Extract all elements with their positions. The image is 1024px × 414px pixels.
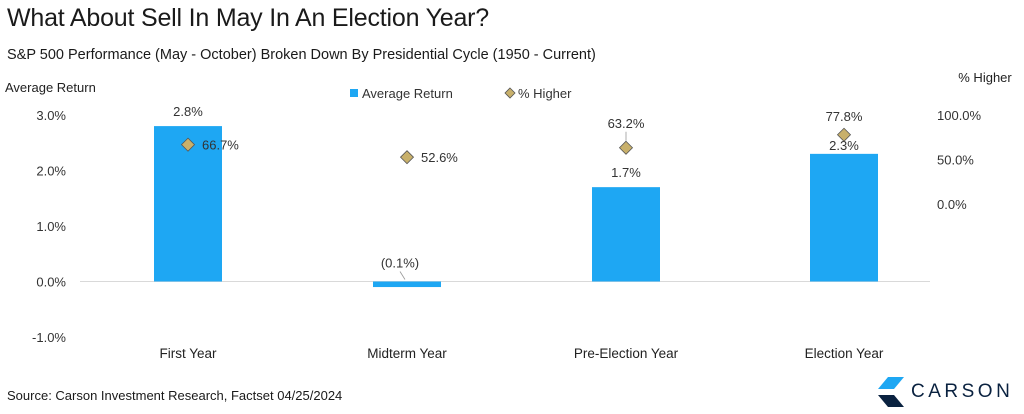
x-category-label: First Year bbox=[159, 346, 217, 361]
y2-tick-label: 50.0% bbox=[937, 153, 974, 168]
y-tick-label: 0.0% bbox=[36, 275, 66, 290]
bar-average-return bbox=[810, 153, 878, 282]
y2-axis-title: % Higher bbox=[958, 70, 1012, 85]
legend-label-average-return: Average Return bbox=[362, 86, 453, 101]
bar-data-label: 1.7% bbox=[611, 165, 641, 180]
bar-data-label: (0.1%) bbox=[381, 256, 419, 271]
diamond-pct-higher bbox=[399, 150, 415, 165]
x-category-label: Midterm Year bbox=[367, 346, 447, 361]
y-axis-title: Average Return bbox=[5, 80, 96, 95]
bar-label-leader bbox=[399, 271, 406, 280]
diamond-pct-higher bbox=[180, 137, 196, 152]
diamond-pct-higher bbox=[618, 140, 634, 155]
y-tick-label: 1.0% bbox=[36, 219, 66, 234]
bar-data-label: 2.3% bbox=[829, 138, 859, 153]
bar-average-return bbox=[154, 126, 222, 282]
x-category-label: Pre-Election Year bbox=[574, 346, 679, 361]
bar-data-label: 2.8% bbox=[173, 104, 203, 119]
carson-logo-text: CARSON bbox=[911, 381, 1014, 402]
diamond-pct-higher bbox=[836, 127, 852, 142]
chart-subtitle: S&P 500 Performance (May - October) Brok… bbox=[7, 47, 596, 63]
bar-average-return bbox=[373, 281, 441, 288]
y2-tick-label: 100.0% bbox=[937, 108, 982, 123]
carson-logo: CARSON bbox=[878, 375, 1018, 409]
y-tick-label: 3.0% bbox=[36, 108, 66, 123]
y2-tick-label: 0.0% bbox=[937, 197, 967, 212]
diamond-data-label: 66.7% bbox=[202, 138, 239, 153]
chart-title: What About Sell In May In An Election Ye… bbox=[7, 4, 489, 32]
y-tick-label: 2.0% bbox=[36, 164, 66, 179]
x-category-label: Election Year bbox=[805, 346, 884, 361]
diamond-data-label: 52.6% bbox=[421, 150, 458, 165]
legend-swatch-pct-higher bbox=[504, 87, 516, 99]
diamond-data-label: 63.2% bbox=[608, 116, 645, 131]
carson-logo-icon bbox=[878, 377, 904, 407]
bar-average-return bbox=[592, 187, 660, 282]
diamond-data-label: 77.8% bbox=[826, 109, 863, 124]
legend-label-pct-higher: % Higher bbox=[518, 86, 572, 101]
legend-swatch-average-return bbox=[350, 89, 358, 97]
source-note: Source: Carson Investment Research, Fact… bbox=[7, 388, 343, 403]
y-tick-label: -1.0% bbox=[32, 330, 66, 345]
